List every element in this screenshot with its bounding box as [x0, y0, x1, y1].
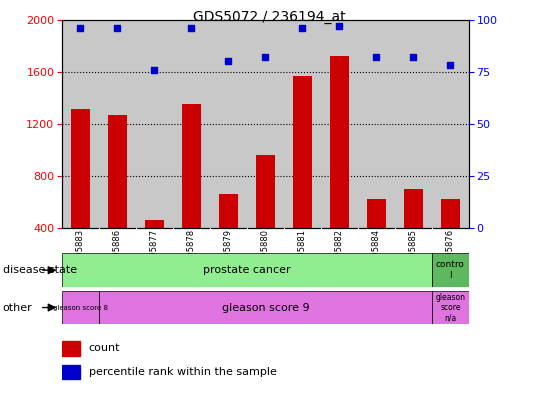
Bar	[404, 189, 423, 228]
Text: contro
l: contro l	[436, 261, 465, 280]
Point	[298, 25, 307, 31]
Text: GSM1095884: GSM1095884	[372, 229, 381, 285]
Bar	[99, 291, 432, 324]
Bar	[432, 253, 469, 287]
Bar	[62, 341, 80, 356]
Point	[372, 54, 381, 60]
Bar	[145, 220, 164, 228]
Text: count: count	[88, 343, 120, 353]
Bar	[256, 155, 275, 228]
Text: gleason score 8: gleason score 8	[53, 305, 108, 310]
Bar	[293, 75, 312, 228]
Text: GDS5072 / 236194_at: GDS5072 / 236194_at	[193, 10, 346, 24]
Point	[335, 23, 344, 29]
Text: prostate cancer: prostate cancer	[203, 265, 291, 275]
Point	[409, 54, 418, 60]
Point	[261, 54, 270, 60]
Bar	[367, 199, 386, 228]
Point	[113, 25, 122, 31]
Bar	[108, 115, 127, 228]
Text: GSM1095878: GSM1095878	[187, 229, 196, 285]
Text: disease state: disease state	[3, 265, 77, 275]
Text: GSM1095886: GSM1095886	[113, 229, 122, 285]
Point	[446, 62, 455, 69]
Bar	[71, 110, 89, 228]
Text: GSM1095877: GSM1095877	[150, 229, 159, 285]
Text: other: other	[3, 303, 32, 312]
Point	[224, 58, 233, 64]
Text: GSM1095883: GSM1095883	[76, 229, 85, 285]
Bar	[441, 199, 460, 228]
Bar	[432, 291, 469, 324]
Point	[187, 25, 196, 31]
Bar	[62, 365, 80, 379]
Text: percentile rank within the sample: percentile rank within the sample	[88, 367, 277, 377]
Bar	[62, 291, 99, 324]
Point	[150, 66, 159, 73]
Text: GSM1095882: GSM1095882	[335, 229, 344, 285]
Point	[76, 25, 85, 31]
Text: GSM1095879: GSM1095879	[224, 229, 233, 285]
Text: gleason
score
n/a: gleason score n/a	[436, 293, 466, 322]
Text: GSM1095876: GSM1095876	[446, 229, 455, 285]
Text: GSM1095885: GSM1095885	[409, 229, 418, 285]
Bar	[182, 104, 201, 228]
Bar	[330, 56, 349, 228]
Text: GSM1095880: GSM1095880	[261, 229, 270, 285]
Bar	[219, 194, 238, 228]
Text: GSM1095881: GSM1095881	[298, 229, 307, 285]
Text: gleason score 9: gleason score 9	[222, 303, 309, 312]
